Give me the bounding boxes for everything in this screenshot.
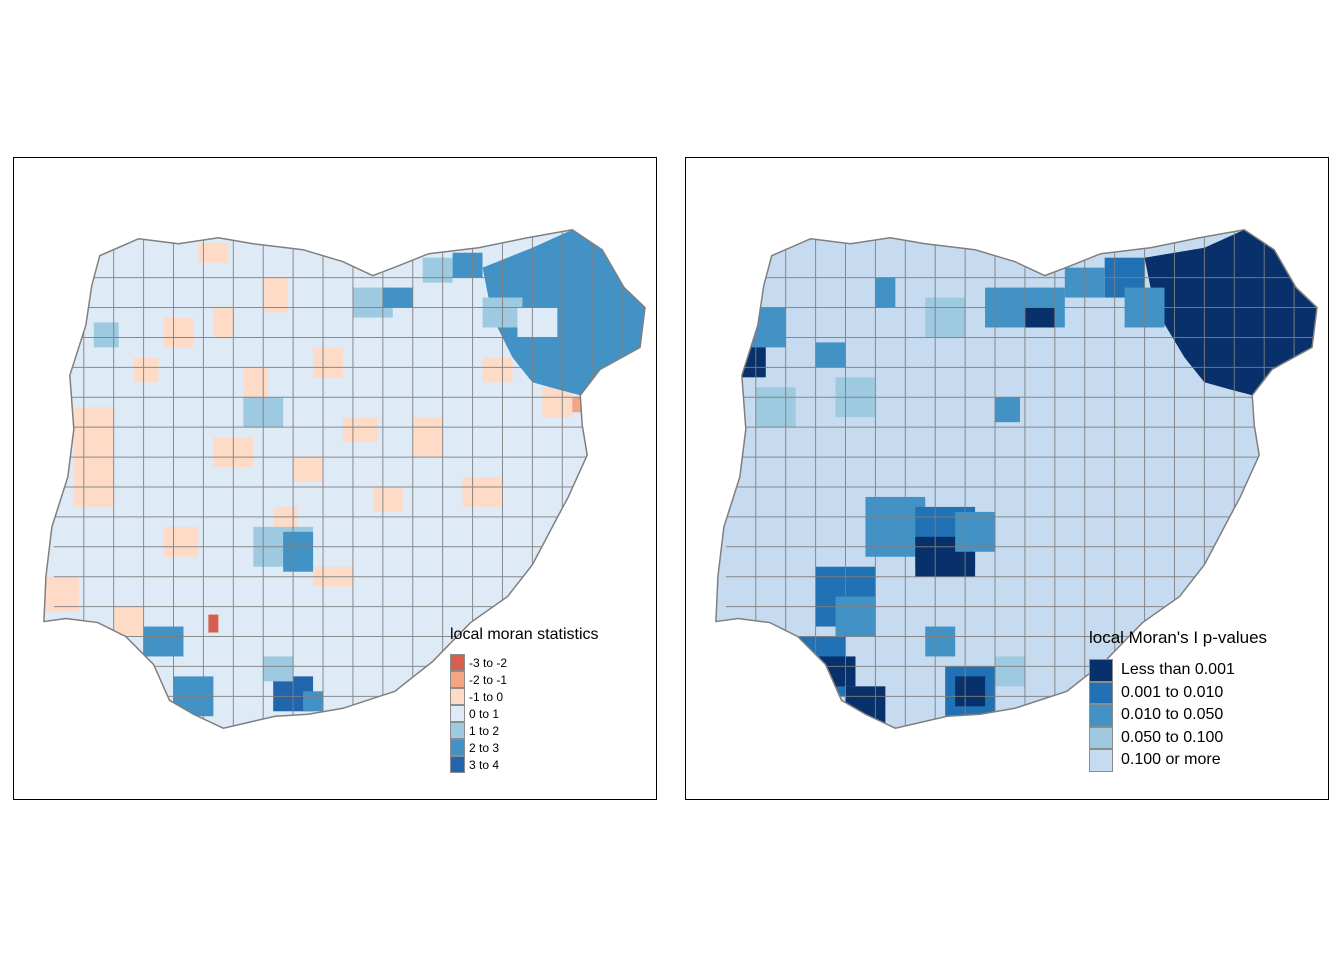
pvalues-legend: local Moran's I p-values Less than 0.001… bbox=[1089, 628, 1267, 772]
legend-item: 2 to 3 bbox=[450, 739, 599, 756]
legend-label: 0.001 to 0.010 bbox=[1121, 683, 1224, 701]
legend-label: -1 to 0 bbox=[469, 689, 504, 704]
legend-item: 0.001 to 0.010 bbox=[1089, 681, 1267, 704]
local-moran-statistics-map-panel: local moran statistics -3 to -2 -2 to -1… bbox=[13, 157, 657, 800]
legend-item: -2 to -1 bbox=[450, 671, 599, 688]
legend-item: 0.010 to 0.050 bbox=[1089, 704, 1267, 727]
legend-label: 1 to 2 bbox=[469, 723, 500, 738]
legend-item: 0.050 to 0.100 bbox=[1089, 726, 1267, 749]
legend-swatch bbox=[1089, 726, 1113, 749]
legend-label: 3 to 4 bbox=[469, 757, 500, 772]
legend-item: -3 to -2 bbox=[450, 654, 599, 671]
local-moran-legend: local moran statistics -3 to -2 -2 to -1… bbox=[450, 626, 599, 773]
legend-label: 0.010 to 0.050 bbox=[1121, 706, 1224, 724]
legend-swatch bbox=[1089, 659, 1113, 682]
local-moran-statistics-map bbox=[43, 229, 646, 729]
legend-item: Less than 0.001 bbox=[1089, 659, 1267, 682]
legend-label: 0.100 or more bbox=[1121, 751, 1221, 769]
legend-label: 0.050 to 0.100 bbox=[1121, 728, 1224, 746]
legend-title: local moran statistics bbox=[450, 626, 599, 643]
legend-swatch bbox=[1089, 704, 1113, 727]
legend-swatch bbox=[450, 688, 465, 705]
legend-label: -3 to -2 bbox=[469, 655, 508, 670]
legend-label: 0 to 1 bbox=[469, 706, 500, 721]
legend-label: 2 to 3 bbox=[469, 740, 500, 755]
legend-label: -2 to -1 bbox=[469, 672, 508, 687]
legend-item: 0 to 1 bbox=[450, 705, 599, 722]
legend-item: -1 to 0 bbox=[450, 688, 599, 705]
legend-item: 1 to 2 bbox=[450, 722, 599, 739]
legend-item: 0.100 or more bbox=[1089, 749, 1267, 772]
legend-swatch bbox=[450, 671, 465, 688]
legend-label: Less than 0.001 bbox=[1121, 661, 1235, 679]
legend-swatch bbox=[450, 756, 465, 773]
legend-title: local Moran's I p-values bbox=[1089, 628, 1268, 647]
legend-swatch bbox=[1089, 681, 1113, 704]
legend-swatch bbox=[450, 705, 465, 722]
legend-swatch bbox=[1089, 749, 1113, 772]
legend-swatch bbox=[450, 722, 465, 739]
legend-swatch bbox=[450, 654, 465, 671]
legend-swatch bbox=[450, 739, 465, 756]
local-morans-i-pvalues-map-panel: local Moran's I p-values Less than 0.001… bbox=[685, 157, 1329, 800]
local-morans-i-pvalues-map bbox=[715, 229, 1318, 729]
legend-item: 3 to 4 bbox=[450, 756, 599, 773]
